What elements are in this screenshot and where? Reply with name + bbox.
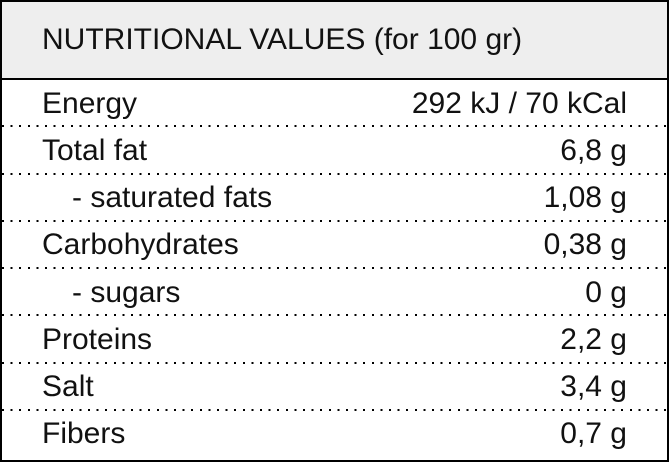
nutrient-label: Fibers <box>42 417 126 451</box>
nutrient-label: - saturated fats <box>72 181 273 215</box>
dotted-separator <box>2 172 667 175</box>
table-row: Fibers 0,7 g <box>2 411 667 458</box>
dotted-separator <box>2 361 667 364</box>
table-row: Carbohydrates 0,38 g <box>2 222 667 269</box>
table-row: Proteins 2,2 g <box>2 316 667 364</box>
nutrient-label: Proteins <box>42 322 153 356</box>
nutrient-value: 0 g <box>585 275 627 309</box>
dotted-separator <box>2 219 667 222</box>
nutrient-label: Total fat <box>42 133 148 167</box>
table-row: Total fat 6,8 g <box>2 127 667 175</box>
nutrient-value: 3,4 g <box>560 370 627 404</box>
table-header: NUTRITIONAL VALUES (for 100 gr) <box>2 2 667 80</box>
dotted-separator <box>2 408 667 411</box>
dotted-separator <box>2 125 667 128</box>
nutrient-value: 0,7 g <box>560 417 627 451</box>
table-row: Salt 3,4 g <box>2 364 667 411</box>
nutrient-value: 6,8 g <box>560 133 627 167</box>
nutrient-label: Salt <box>42 370 94 404</box>
table-body: Energy 292 kJ / 70 kCal Total fat 6,8 g - sa… <box>2 80 667 458</box>
nutrient-value: 292 kJ / 70 kCal <box>411 86 627 120</box>
nutrient-label: - sugars <box>72 275 181 309</box>
table-row: - saturated fats 1,08 g <box>2 175 667 222</box>
dotted-separator <box>2 267 667 269</box>
nutrient-value: 2,2 g <box>560 322 627 356</box>
table-row: - sugars 0 g <box>2 269 667 317</box>
nutrient-label: Carbohydrates <box>42 228 239 262</box>
dotted-separator <box>2 314 667 317</box>
table-row: Energy 292 kJ / 70 kCal <box>2 80 667 128</box>
nutrient-value: 0,38 g <box>543 228 627 262</box>
nutrient-label: Energy <box>42 86 138 120</box>
nutrient-value: 1,08 g <box>543 181 627 215</box>
